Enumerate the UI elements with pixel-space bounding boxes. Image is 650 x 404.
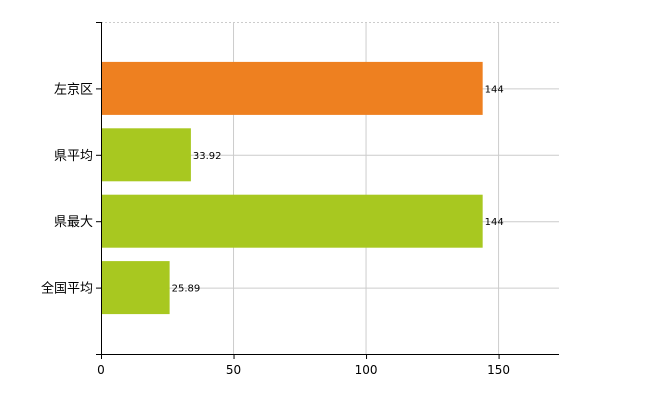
y-tick-label: 県平均 [54,149,93,164]
data-label: 144 [485,217,504,228]
x-tick-label: 150 [487,363,510,377]
y-tick-label: 全国平均 [41,281,93,297]
data-label: 144 [485,84,504,95]
data-label: 33.92 [193,151,222,162]
x-tick-label: 100 [355,363,378,377]
bar [101,261,170,315]
x-tick-label: 50 [226,363,241,377]
x-tick-label: 0 [97,363,105,377]
y-tick-label: 県最大 [54,215,93,230]
bar [101,194,483,248]
bar [101,61,483,115]
bar [101,128,191,182]
data-label: 25.89 [172,284,201,295]
y-tick-label: 左京区 [54,82,93,97]
